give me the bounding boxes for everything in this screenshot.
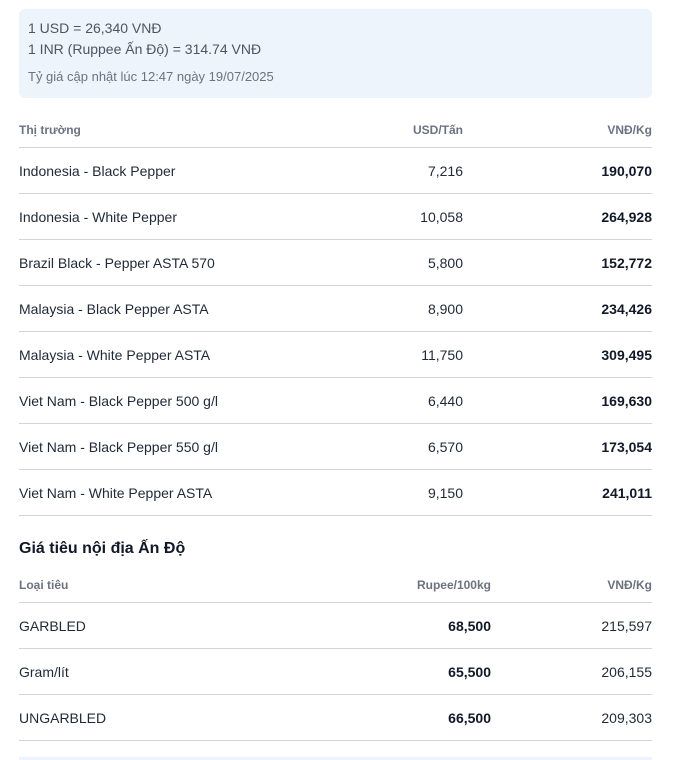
cell-rupee: 68,500	[319, 602, 491, 649]
cell-usd-ton: 9,150	[324, 469, 463, 516]
exchange-rate-box: 1 USD = 26,340 VNĐ 1 INR (Ruppee Ấn Độ) …	[19, 9, 652, 98]
cell-market: Viet Nam - Black Pepper 550 g/l	[19, 423, 324, 470]
cell-vnd-kg: 264,928	[463, 193, 652, 240]
inr-rate: 1 INR (Ruppee Ấn Độ) = 314.74 VNĐ	[28, 41, 262, 57]
cell-vnd-kg: 206,155	[491, 648, 652, 695]
india-price-table: Loại tiêu Rupee/100kg VNĐ/Kg GARBLED 68,5…	[19, 568, 652, 741]
cell-market: Malaysia - Black Pepper ASTA	[19, 285, 324, 332]
cell-usd-ton: 6,570	[324, 423, 463, 470]
cell-usd-ton: 6,440	[324, 377, 463, 424]
table-row: Viet Nam - Black Pepper 550 g/l 6,570 173,…	[19, 423, 652, 470]
table-header-row: Loại tiêu Rupee/100kg VNĐ/Kg	[19, 568, 652, 603]
cell-vnd-kg: 152,772	[463, 239, 652, 286]
column-header-vnd-kg: VNĐ/Kg	[463, 113, 652, 148]
cell-vnd-kg: 234,426	[463, 285, 652, 332]
cell-market: Indonesia - White Pepper	[19, 193, 324, 240]
table-row: Viet Nam - White Pepper ASTA 9,150 241,011	[19, 469, 652, 516]
cell-market: Viet Nam - White Pepper ASTA	[19, 469, 324, 516]
cell-market: Viet Nam - Black Pepper 500 g/l	[19, 377, 324, 424]
cell-usd-ton: 8,900	[324, 285, 463, 332]
table-row: Malaysia - Black Pepper ASTA 8,900 234,426	[19, 285, 652, 332]
cell-vnd-kg: 169,630	[463, 377, 652, 424]
column-header-vnd-kg: VNĐ/Kg	[491, 568, 652, 603]
cell-pepper-type: UNGARBLED	[19, 694, 319, 741]
rate-updated-time: Tỷ giá cập nhật lúc 12:47 ngày 19/07/202…	[28, 69, 274, 84]
market-price-table: Thị trường USD/Tấn VNĐ/Kg Indonesia - Bl…	[19, 113, 652, 516]
column-header-pepper-type: Loại tiêu	[19, 568, 319, 603]
cell-vnd-kg: 190,070	[463, 147, 652, 194]
cell-usd-ton: 7,216	[324, 147, 463, 194]
table-row: GARBLED 68,500 215,597	[19, 602, 652, 649]
column-header-usd-ton: USD/Tấn	[324, 113, 463, 148]
cell-pepper-type: Gram/lít	[19, 648, 319, 695]
table-row: Indonesia - Black Pepper 7,216 190,070	[19, 147, 652, 194]
table-row: Gram/lít 65,500 206,155	[19, 648, 652, 695]
cell-vnd-kg: 173,054	[463, 423, 652, 470]
cell-usd-ton: 10,058	[324, 193, 463, 240]
cell-vnd-kg: 309,495	[463, 331, 652, 378]
cell-pepper-type: GARBLED	[19, 602, 319, 649]
table-row: Viet Nam - Black Pepper 500 g/l 6,440 169,…	[19, 377, 652, 424]
cell-vnd-kg: 215,597	[491, 602, 652, 649]
column-header-rupee: Rupee/100kg	[319, 568, 491, 603]
table-row: Indonesia - White Pepper 10,058 264,928	[19, 193, 652, 240]
cell-rupee: 66,500	[319, 694, 491, 741]
next-box-edge	[19, 757, 652, 760]
cell-usd-ton: 5,800	[324, 239, 463, 286]
cell-rupee: 65,500	[319, 648, 491, 695]
table-row: UNGARBLED 66,500 209,303	[19, 694, 652, 741]
table-row: Malaysia - White Pepper ASTA 11,750 309,49…	[19, 331, 652, 378]
cell-market: Brazil Black - Pepper ASTA 570	[19, 239, 324, 286]
column-header-market: Thị trường	[19, 113, 324, 148]
table-row: Brazil Black - Pepper ASTA 570 5,800 152,7…	[19, 239, 652, 286]
cell-market: Malaysia - White Pepper ASTA	[19, 331, 324, 378]
usd-rate: 1 USD = 26,340 VNĐ	[28, 20, 162, 36]
india-section-title: Giá tiêu nội địa Ấn Độ	[19, 540, 186, 557]
cell-market: Indonesia - Black Pepper	[19, 147, 324, 194]
table-header-row: Thị trường USD/Tấn VNĐ/Kg	[19, 113, 652, 148]
cell-vnd-kg: 241,011	[463, 469, 652, 516]
cell-usd-ton: 11,750	[324, 331, 463, 378]
cell-vnd-kg: 209,303	[491, 694, 652, 741]
